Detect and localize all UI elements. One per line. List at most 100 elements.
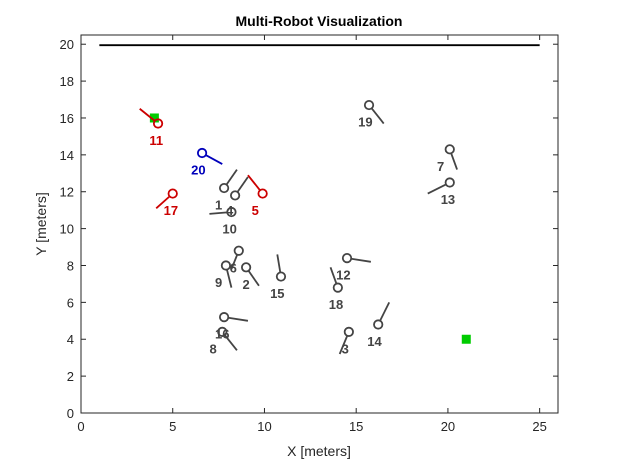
robot-label-12: 12: [336, 268, 350, 283]
robot-label-18: 18: [329, 297, 343, 312]
robot-label-8: 8: [209, 341, 216, 356]
robot-label-20: 20: [191, 163, 205, 178]
y-tick-label: 18: [60, 74, 74, 89]
robot-15: 15: [270, 254, 287, 301]
y-tick-label: 20: [60, 37, 74, 52]
robot-label-7: 7: [437, 159, 444, 174]
robot-6: 6: [230, 245, 244, 275]
robot-heading-18: [329, 267, 338, 284]
robot-1: 1: [215, 169, 238, 213]
robot-label-15: 15: [270, 286, 284, 301]
y-tick-label: 10: [60, 222, 74, 237]
robot-4: 4: [226, 176, 249, 218]
robot-17: 17: [155, 188, 178, 218]
y-tick-label: 4: [67, 332, 74, 347]
robot-heading-10: [209, 211, 228, 215]
robot-marker-10: [226, 206, 237, 218]
robot-marker-19: [363, 99, 375, 111]
plot-area: [81, 35, 558, 413]
robot-marker-3: [343, 326, 354, 337]
robot-marker-5: [257, 188, 268, 199]
y-tick-label: 12: [60, 185, 74, 200]
robot-marker-18: [332, 282, 343, 293]
y-tick-label: 0: [67, 406, 74, 421]
robot-label-4: 4: [226, 203, 234, 218]
y-tick-label: 8: [67, 258, 74, 273]
plot-box: [80, 34, 559, 414]
robot-heading-1: [225, 169, 238, 186]
robot-3: 3: [338, 326, 354, 356]
x-tick-label: 10: [257, 419, 271, 434]
robot-heading-2: [247, 270, 260, 287]
x-tick-label: 20: [441, 419, 455, 434]
robot-12: 12: [336, 253, 372, 283]
x-tick-label: 25: [532, 419, 546, 434]
y-axis-label: Y [meters]: [33, 192, 49, 256]
robot-marker-2: [241, 262, 252, 273]
robot-marker-15: [275, 271, 287, 282]
robot-heading-14: [379, 301, 391, 322]
goals-layer: [149, 113, 471, 344]
robot-heading-5: [247, 174, 261, 191]
robot-18: 18: [329, 267, 343, 312]
robot-heading-19: [370, 107, 385, 125]
robot-marker-14: [373, 319, 384, 330]
robot-16: 16: [215, 312, 249, 342]
robot-2: 2: [241, 262, 260, 292]
robot-heading-12: [351, 257, 372, 263]
robot-9: 9: [215, 260, 233, 290]
robot-20: 20: [191, 147, 223, 178]
robot-label-11: 11: [149, 133, 163, 148]
robot-heading-17: [155, 195, 171, 209]
robot-heading-9: [226, 269, 233, 288]
robot-heading-20: [205, 154, 223, 165]
robot-label-17: 17: [164, 203, 178, 218]
robot-heading-16: [228, 316, 249, 322]
robot-marker-12: [341, 253, 353, 264]
robot-7: 7: [437, 144, 458, 174]
robot-label-10: 10: [222, 222, 236, 237]
robot-label-9: 9: [215, 275, 222, 290]
robot-label-5: 5: [252, 203, 259, 218]
robot-marker-1: [219, 182, 230, 194]
robot-11: 11: [139, 108, 164, 148]
robot-marker-6: [233, 245, 244, 256]
y-tick-label: 6: [67, 295, 74, 310]
robot-marker-4: [230, 190, 241, 201]
robot-heading-3: [338, 335, 349, 355]
robot-heading-11: [139, 108, 156, 122]
robot-8: 8: [209, 326, 238, 356]
robot-heading-4: [236, 176, 249, 193]
y-tick-label: 14: [60, 148, 74, 163]
robot-heading-8: [224, 334, 238, 351]
robot-marker-8: [217, 326, 228, 337]
robot-label-2: 2: [242, 277, 249, 292]
robot-marker-11: [152, 118, 164, 129]
robot-label-1: 1: [215, 198, 222, 213]
robot-14: 14: [367, 301, 391, 349]
robot-19: 19: [358, 99, 385, 130]
robot-label-14: 14: [367, 334, 382, 349]
x-tick-label: 0: [77, 419, 84, 434]
y-tick-label: 2: [67, 369, 74, 384]
x-tick-label: 5: [169, 419, 176, 434]
robot-marker-7: [444, 144, 455, 155]
robot-label-16: 16: [215, 327, 229, 342]
robot-marker-13: [444, 177, 455, 188]
robot-heading-6: [230, 254, 239, 270]
robot-heading-13: [427, 183, 447, 195]
goal-marker-1: [149, 113, 159, 123]
robot-heading-7: [450, 152, 458, 170]
robot-label-3: 3: [342, 341, 349, 356]
robot-5: 5: [247, 174, 268, 218]
y-tick-label: 16: [60, 111, 74, 126]
robot-marker-9: [220, 260, 232, 271]
robot-marker-20: [196, 147, 208, 159]
robot-marker-17: [167, 188, 178, 199]
robot-label-13: 13: [441, 192, 455, 207]
x-tick-label: 15: [349, 419, 363, 434]
robot-13: 13: [427, 177, 455, 207]
